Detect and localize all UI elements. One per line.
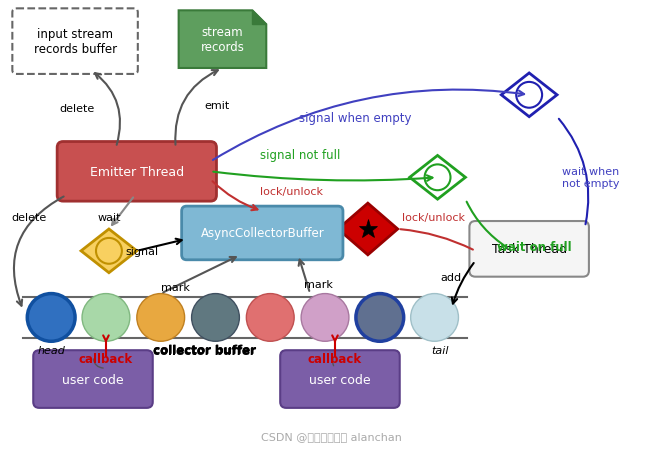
Circle shape — [424, 165, 451, 191]
Text: add: add — [440, 272, 461, 282]
Polygon shape — [410, 156, 465, 200]
Text: wait on full: wait on full — [497, 241, 572, 254]
Text: mark: mark — [162, 282, 190, 292]
FancyBboxPatch shape — [33, 350, 153, 408]
Polygon shape — [81, 230, 137, 273]
Circle shape — [246, 294, 294, 341]
Text: collector buffer: collector buffer — [153, 344, 256, 357]
Text: user code: user code — [62, 373, 124, 386]
Text: callback: callback — [308, 352, 362, 365]
Polygon shape — [501, 74, 557, 117]
Text: wait: wait — [97, 212, 120, 222]
Text: Task Thread: Task Thread — [492, 243, 567, 256]
Circle shape — [410, 294, 459, 341]
Text: stream
records: stream records — [201, 26, 244, 54]
Text: callback: callback — [79, 352, 133, 365]
Polygon shape — [338, 204, 398, 255]
Text: mark: mark — [304, 279, 332, 289]
FancyBboxPatch shape — [181, 207, 343, 260]
Text: AsyncCollectorBuffer: AsyncCollectorBuffer — [201, 227, 324, 240]
Circle shape — [356, 294, 404, 341]
Circle shape — [191, 294, 240, 341]
Circle shape — [137, 294, 185, 341]
Text: user code: user code — [309, 373, 371, 386]
Text: head: head — [37, 345, 65, 355]
Circle shape — [301, 294, 349, 341]
Text: signal not full: signal not full — [260, 149, 340, 161]
Text: input stream
records buffer: input stream records buffer — [34, 28, 117, 56]
Text: wait when
not empty: wait when not empty — [562, 167, 620, 189]
Text: delete: delete — [12, 212, 47, 222]
Text: lock/unlock: lock/unlock — [260, 187, 323, 197]
FancyBboxPatch shape — [57, 142, 216, 202]
Text: delete: delete — [60, 103, 95, 114]
Text: CSDN @一瓢一瓢的饮 alanchan: CSDN @一瓢一瓢的饮 alanchan — [261, 431, 401, 441]
Polygon shape — [179, 11, 266, 69]
Circle shape — [27, 294, 75, 341]
Circle shape — [96, 239, 122, 264]
Circle shape — [516, 83, 542, 109]
Polygon shape — [252, 11, 266, 25]
Text: Emitter Thread: Emitter Thread — [90, 166, 184, 179]
FancyBboxPatch shape — [280, 350, 400, 408]
Text: lock/unlock: lock/unlock — [402, 212, 465, 222]
Circle shape — [82, 294, 130, 341]
FancyBboxPatch shape — [469, 221, 589, 277]
Text: signal when empty: signal when empty — [299, 112, 411, 125]
Text: emit: emit — [205, 101, 230, 110]
Text: signal: signal — [126, 246, 159, 256]
Text: collector buffer: collector buffer — [153, 344, 256, 357]
Text: tail: tail — [431, 345, 448, 355]
